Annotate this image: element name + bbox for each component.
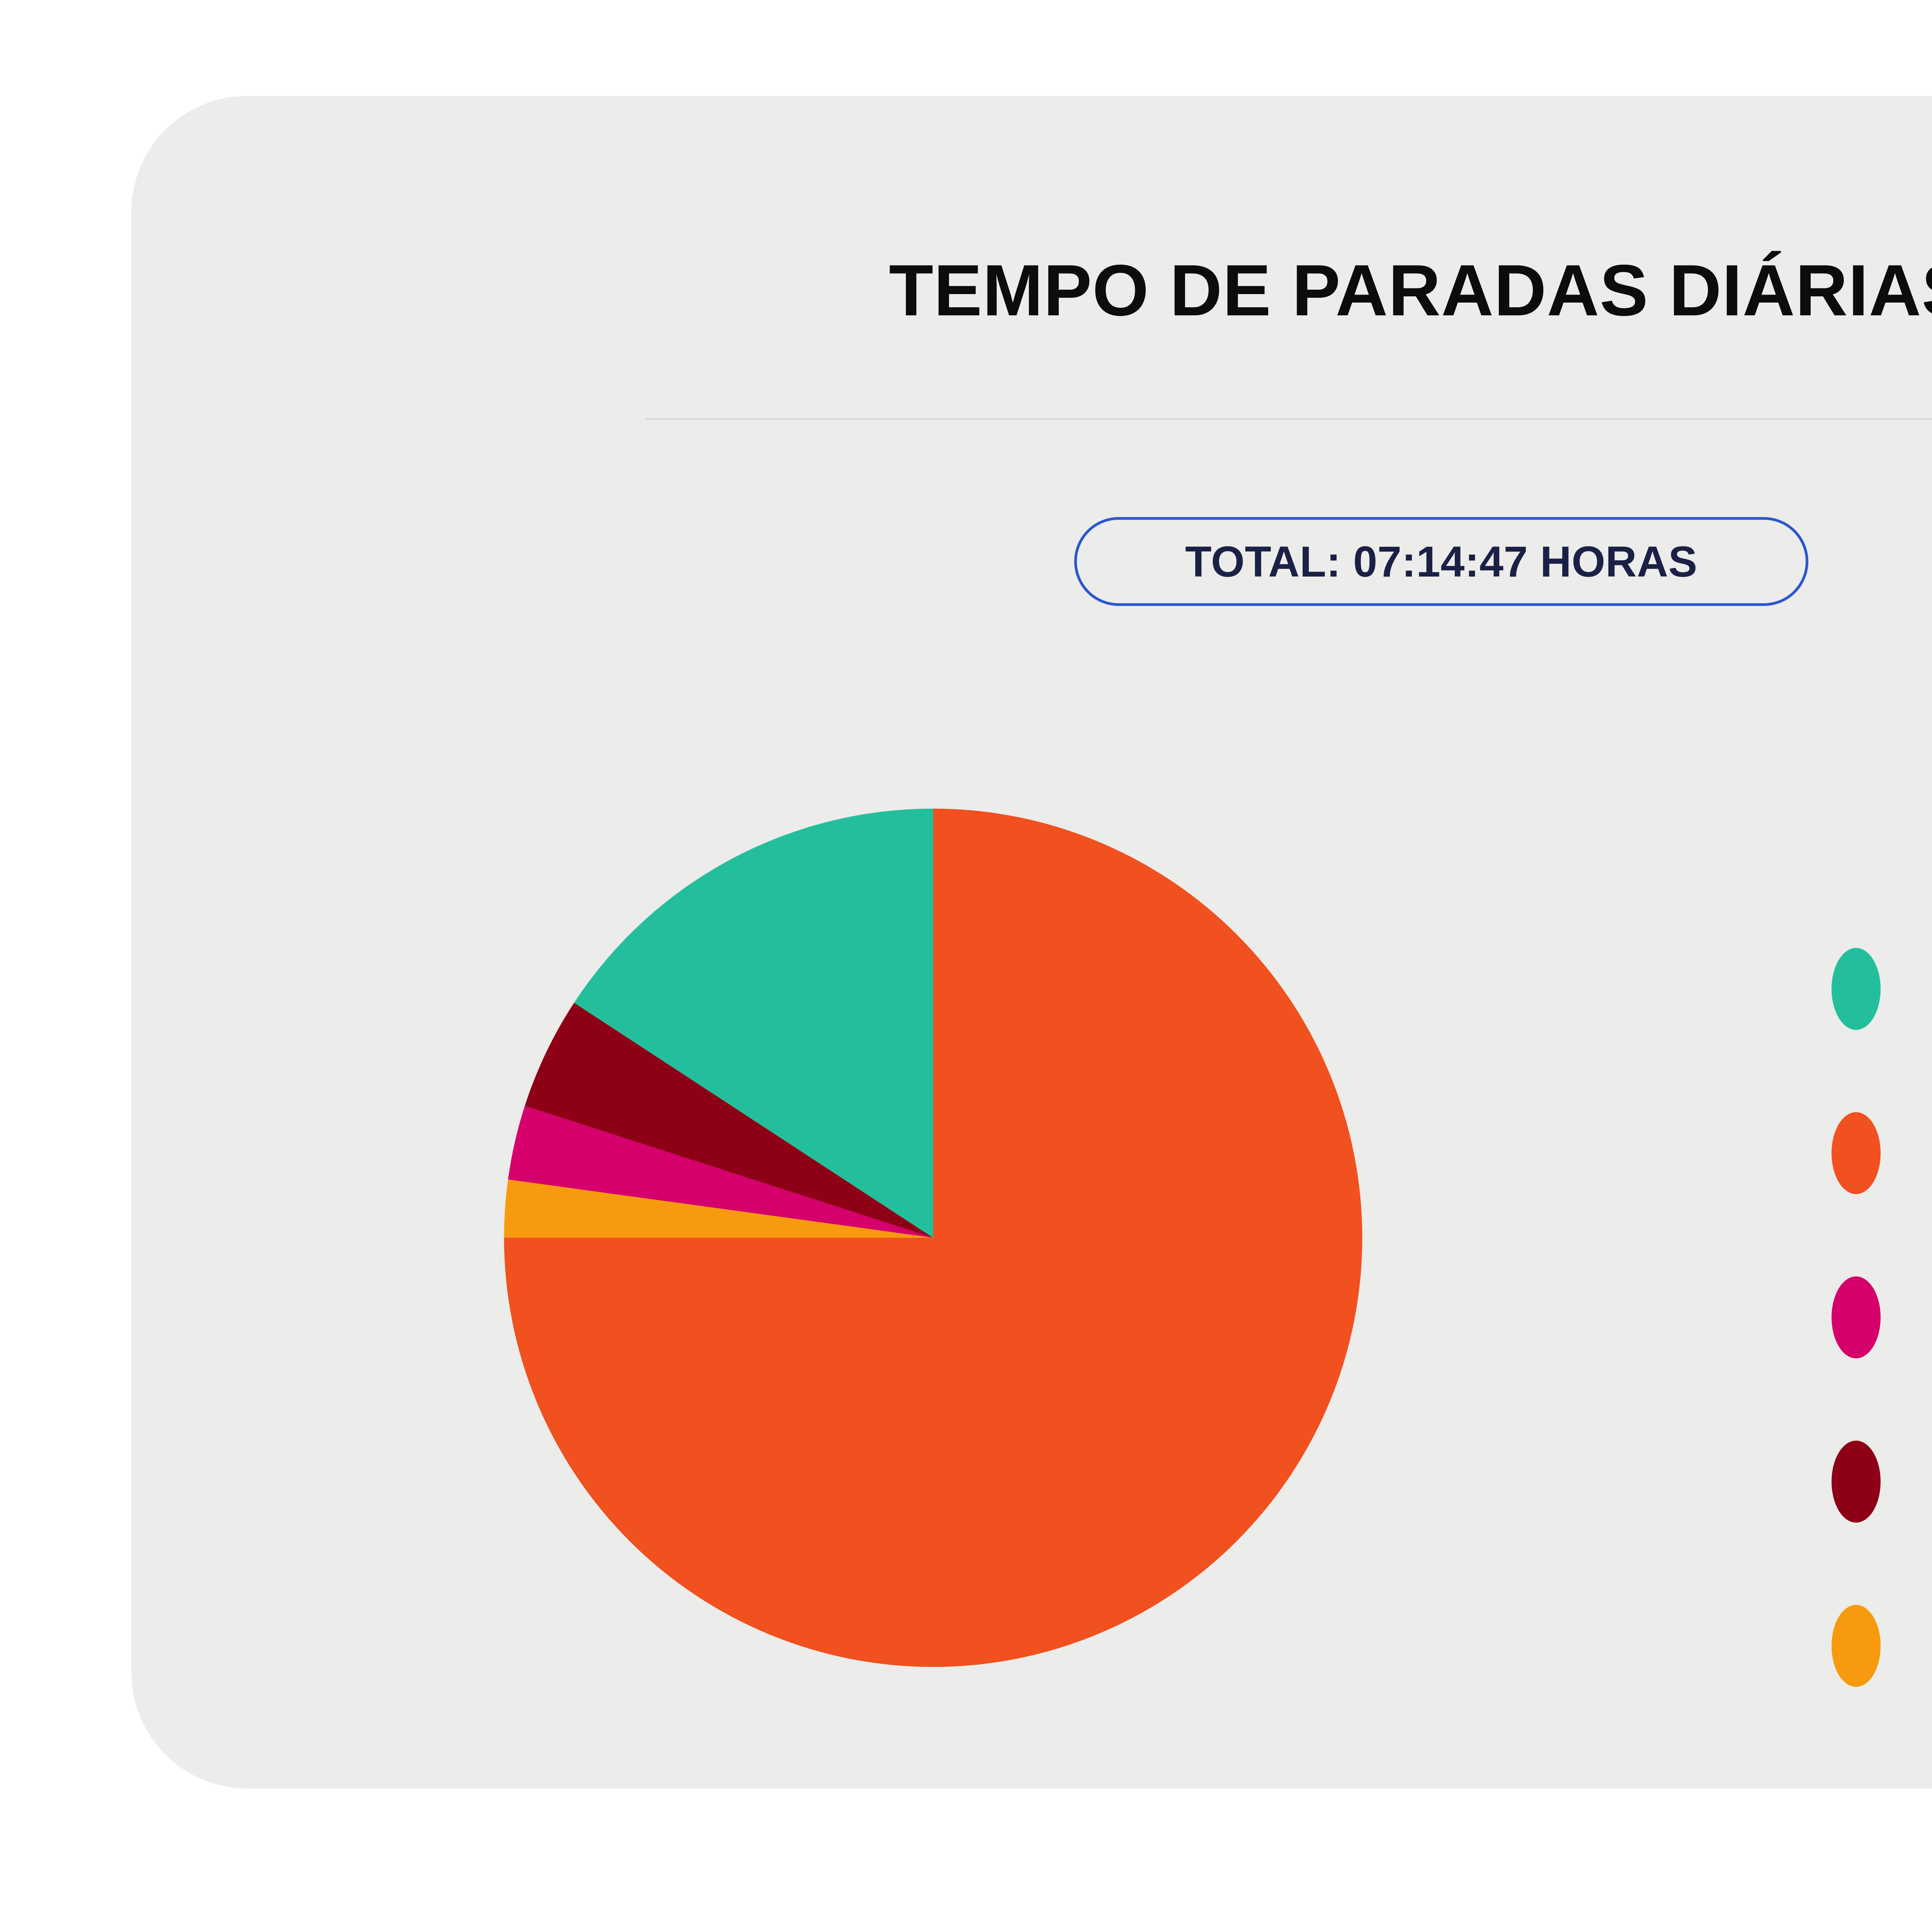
pie-chart [502,807,1364,1669]
total-badge-label: TOTAL: 07:14:47 HORAS [1185,537,1697,586]
legend-swatch-icon [1832,948,1881,1030]
legend-swatch-icon [1832,1276,1881,1358]
legend-item[interactable]: Sem Justificativa [1832,1605,1932,1687]
legend-item[interactable]: Problema técnico [1832,1441,1932,1523]
total-badge: TOTAL: 07:14:47 HORAS [1074,517,1808,606]
legend-item[interactable]: Micro parada [1832,948,1932,1030]
legend-item[interactable]: Ociosidade [1832,1112,1932,1194]
pie-slice[interactable] [504,808,1362,1667]
pie-slice[interactable] [525,1002,933,1238]
legend-swatch-icon [1832,1441,1881,1523]
chart-legend: Micro parada Ociosidade Inicialização/ fin… [1832,948,1932,1687]
page-title: TEMPO DE PARADAS DIÁRIAS [889,250,1932,331]
legend-item[interactable]: Inicialização/ finalização [1832,1276,1932,1358]
legend-swatch-icon [1832,1112,1881,1194]
legend-swatch-icon [1832,1605,1881,1687]
pie-slice-group [504,808,1362,1667]
pie-slice[interactable] [508,1106,933,1238]
pie-slice[interactable] [574,808,933,1238]
pie-chart-svg [504,808,1362,1667]
title-divider [645,419,1932,420]
pie-slice[interactable] [504,1179,933,1238]
chart-card: TEMPO DE PARADAS DIÁRIAS TOTAL: 07:14:47… [131,96,1932,1788]
